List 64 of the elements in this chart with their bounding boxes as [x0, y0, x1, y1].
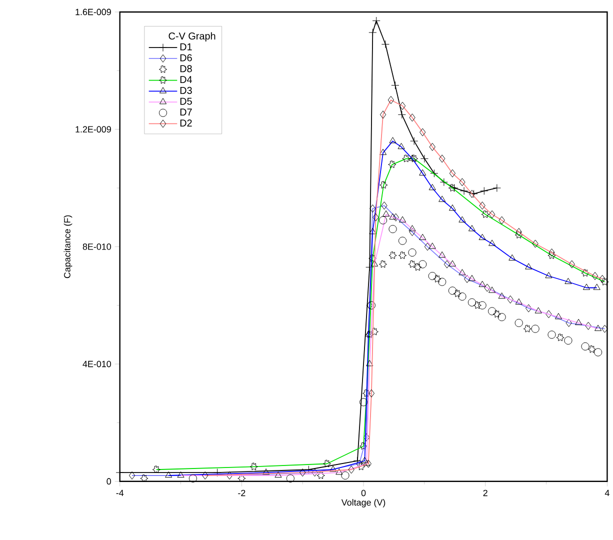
point: [368, 28, 377, 36]
y-tick-label: 8E-010: [82, 243, 112, 250]
legend-label: D3: [180, 86, 192, 94]
point: [430, 169, 438, 178]
point: [418, 260, 427, 268]
point: [440, 178, 448, 186]
point: [408, 260, 416, 268]
x-tick-label: 0: [361, 490, 366, 496]
point: [408, 248, 416, 256]
legend-label: D6: [180, 54, 192, 62]
point: [398, 110, 406, 119]
point: [388, 224, 397, 233]
point: [378, 260, 388, 268]
legend-label: D4: [180, 76, 192, 83]
point: [372, 16, 380, 25]
legend-label: D8: [180, 65, 192, 72]
y-axis-title: Capacitance (F): [64, 215, 72, 278]
y-tick-label: 4E-010: [82, 360, 112, 368]
point: [594, 348, 602, 356]
point: [370, 328, 379, 336]
legend-title: C-V Graph: [168, 32, 216, 42]
point: [359, 398, 368, 406]
point: [391, 81, 400, 90]
point: [588, 345, 596, 353]
point: [458, 292, 466, 300]
point: [514, 318, 523, 327]
point: [438, 278, 446, 286]
point: [581, 342, 590, 350]
point: [398, 251, 407, 259]
point: [398, 236, 407, 245]
x-tick-label: 4: [604, 490, 610, 496]
y-tick-label: 1.2E-009: [76, 126, 111, 132]
point: [378, 216, 388, 224]
point: [492, 184, 501, 192]
point: [188, 474, 197, 482]
point: [357, 462, 366, 470]
point: [498, 312, 506, 321]
point: [564, 336, 572, 344]
legend-label: D7: [180, 108, 192, 116]
point: [140, 474, 148, 482]
point: [523, 324, 532, 332]
point: [341, 471, 350, 480]
legend-label: D1: [180, 43, 192, 50]
point: [388, 251, 397, 259]
point: [480, 186, 488, 195]
y-tick-label: 1.6E-009: [76, 8, 111, 16]
legend-label: D5: [180, 98, 192, 105]
point: [420, 154, 428, 163]
point: [410, 136, 418, 145]
point: [367, 301, 376, 310]
x-axis-title: Voltage (V): [341, 498, 386, 508]
x-tick-label: 2: [483, 490, 488, 496]
point: [531, 324, 540, 333]
y-tick-label: 0: [106, 478, 112, 484]
legend-label: D2: [180, 119, 192, 126]
point: [478, 301, 486, 310]
point: [548, 330, 556, 339]
point: [316, 471, 325, 479]
point: [556, 333, 564, 341]
point: [286, 474, 294, 482]
point: [414, 263, 422, 271]
x-tick-label: -4: [116, 490, 124, 496]
point: [460, 186, 468, 195]
x-tick-label: -2: [238, 490, 246, 496]
